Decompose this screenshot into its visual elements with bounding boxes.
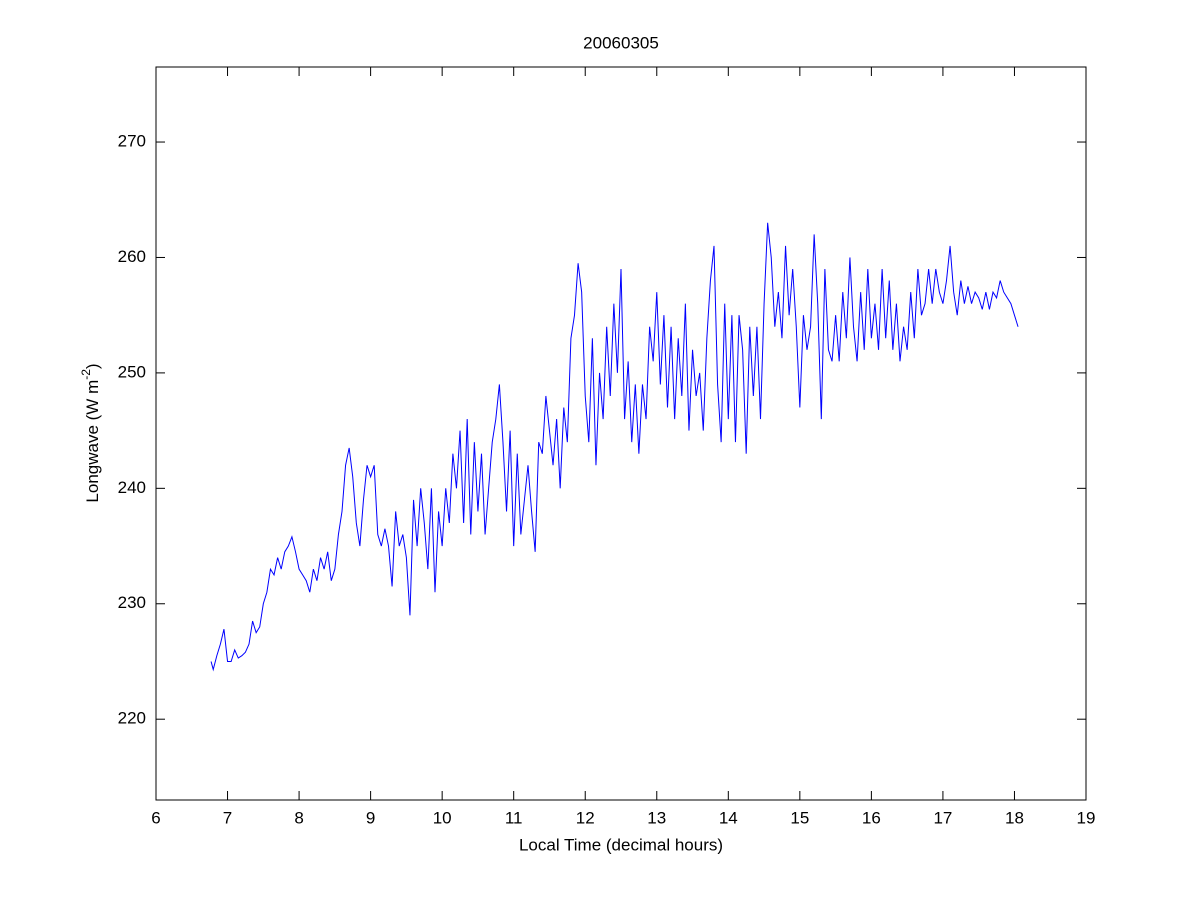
y-tick-label: 240 [118, 478, 146, 497]
x-tick-label: 7 [223, 808, 232, 827]
y-axis-label: Longwave (W m-2) [79, 363, 102, 502]
x-tick-label: 9 [366, 808, 375, 827]
y-label-sup: -2 [79, 369, 93, 380]
y-tick-label: 270 [118, 132, 146, 151]
x-tick-label: 8 [294, 808, 303, 827]
y-label-suffix: ) [83, 363, 102, 369]
x-tick-label: 12 [576, 808, 595, 827]
y-tick-label: 220 [118, 709, 146, 728]
y-tick-label: 230 [118, 593, 146, 612]
x-tick-label: 11 [505, 808, 523, 827]
x-tick-label: 15 [790, 808, 809, 827]
x-tick-label: 14 [719, 808, 738, 827]
x-tick-label: 6 [151, 808, 160, 827]
x-tick-label: 10 [433, 808, 452, 827]
x-tick-label: 17 [933, 808, 952, 827]
plot-frame [155, 66, 1087, 801]
y-tick-label: 260 [118, 247, 146, 266]
chart-title: 20060305 [583, 33, 659, 52]
y-tick-label: 250 [118, 362, 146, 381]
x-tick-label: 13 [647, 808, 666, 827]
x-axis-label: Local Time (decimal hours) [519, 835, 723, 854]
x-tick-label: 16 [862, 808, 881, 827]
y-label-text: Longwave (W m [83, 380, 102, 503]
data-line [210, 222, 1019, 672]
x-tick-label: 19 [1077, 808, 1096, 827]
x-tick-label: 18 [1005, 808, 1024, 827]
